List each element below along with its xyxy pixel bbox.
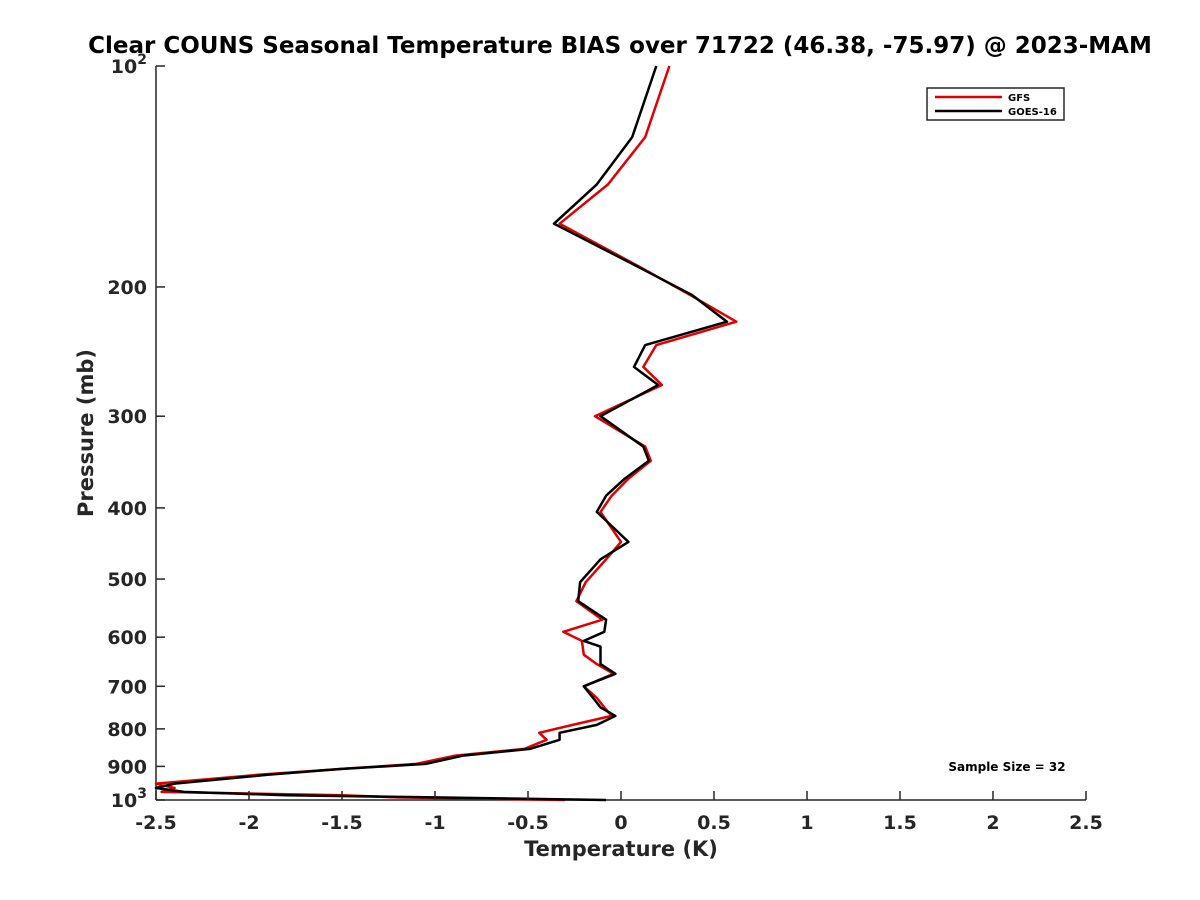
plot-area: -2.5 -2 -1.5 -1 -0.5 0 0.5 1 1.5 2 2.5 102 200 300 40… — [107, 52, 1103, 834]
x-axis-label: Temperature (K) — [524, 837, 718, 861]
x-tick-label: -1.5 — [321, 812, 363, 834]
y-axis-ticks: 102 200 300 400 500 600 700 800 900 103 — [107, 52, 165, 812]
x-tick-label: -0.5 — [507, 812, 549, 834]
series-line-goes-16 — [154, 65, 729, 802]
legend: GFS GOES-16 — [926, 87, 1065, 121]
y-axis-label: Pressure (mb) — [74, 349, 98, 517]
legend-box — [926, 87, 1065, 121]
y-tick-label: 200 — [107, 277, 147, 299]
x-tick-label: 0 — [614, 812, 627, 834]
y-tick-label: 600 — [107, 627, 147, 649]
y-tick-label: 900 — [107, 756, 147, 778]
y-tick-label: 400 — [107, 498, 147, 520]
legend-label-gfs: GFS — [1008, 93, 1030, 104]
x-tick-label: 1 — [800, 812, 813, 834]
x-tick-label: -2 — [238, 812, 259, 834]
x-tick-label: -2.5 — [135, 812, 177, 834]
y-tick-label: 800 — [107, 719, 147, 741]
chart-title: Clear COUNS Seasonal Temperature BIAS ov… — [88, 33, 1152, 59]
y-tick-label: 300 — [107, 406, 147, 428]
x-tick-label: -1 — [424, 812, 445, 834]
y-tick-label: 102 — [111, 52, 147, 78]
y-tick-label: 700 — [107, 676, 147, 698]
series-line-gfs — [154, 65, 738, 802]
legend-label-goes-16: GOES-16 — [1008, 107, 1057, 118]
y-tick-label: 103 — [111, 786, 147, 812]
series-lines — [154, 65, 738, 802]
x-tick-label: 1.5 — [883, 812, 917, 834]
x-tick-label: 2 — [986, 812, 999, 834]
x-axis-ticks: -2.5 -2 -1.5 -1 -0.5 0 0.5 1 1.5 2 2.5 — [135, 791, 1103, 834]
sample-size-annotation: Sample Size = 32 — [948, 760, 1065, 774]
x-tick-label: 0.5 — [697, 812, 731, 834]
x-tick-label: 2.5 — [1069, 812, 1103, 834]
y-tick-label: 500 — [107, 569, 147, 591]
